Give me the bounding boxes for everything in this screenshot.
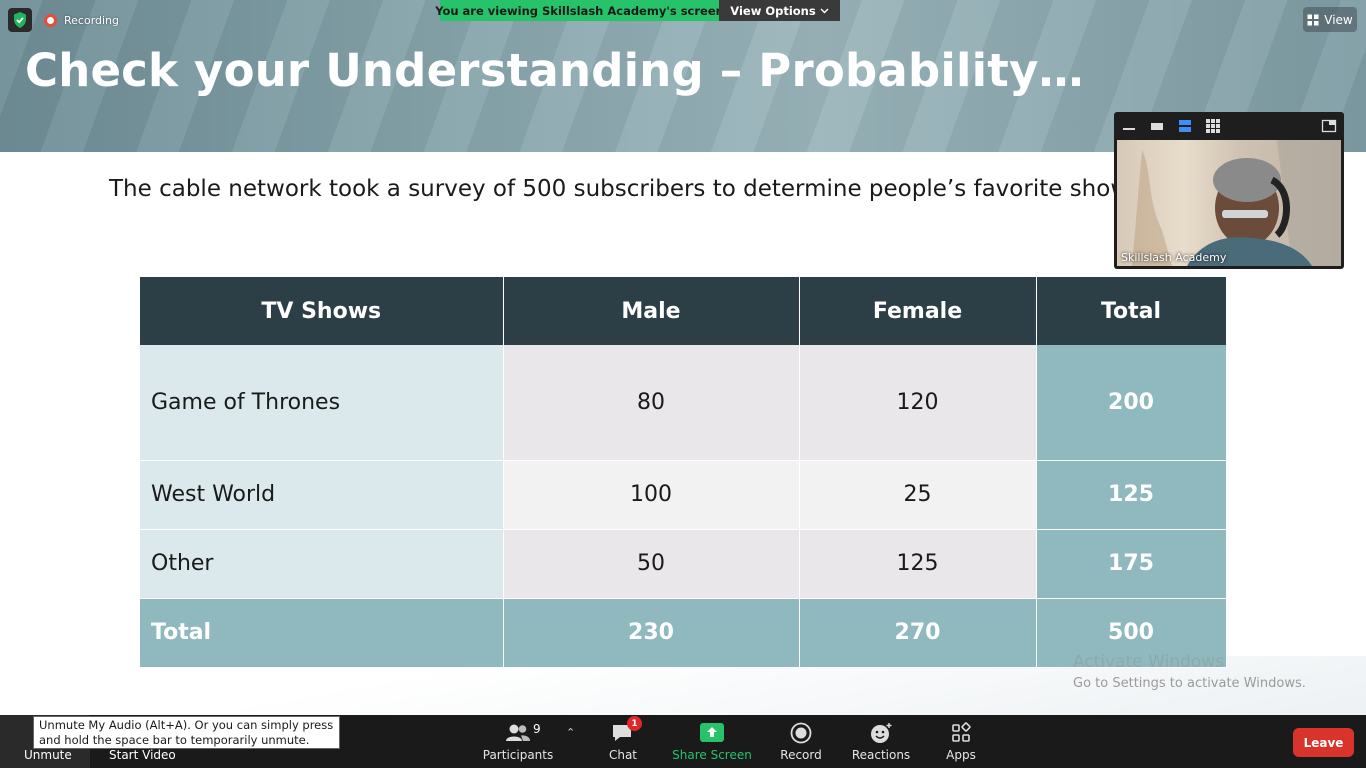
- table-row: Game of Thrones 80 120 200: [140, 345, 1227, 461]
- share-screen-button[interactable]: Share Screen: [672, 715, 752, 768]
- participants-label: Participants: [482, 748, 554, 762]
- chat-label: Chat: [608, 748, 638, 762]
- record-button[interactable]: Record: [778, 715, 824, 768]
- gallery-view-icon[interactable]: [1205, 118, 1221, 134]
- view-options-button[interactable]: View Options: [719, 0, 840, 21]
- survey-table: TV Shows Male Female Total Game of Thron…: [140, 277, 1227, 668]
- header-male: Male: [503, 277, 800, 345]
- slide-title: Check your Understanding – Probability…: [25, 44, 1084, 97]
- participants-button[interactable]: Participants: [482, 715, 554, 768]
- activate-windows-subtitle: Go to Settings to activate Windows.: [1073, 676, 1306, 691]
- share-screen-icon: [700, 723, 724, 742]
- row-male: 100: [503, 460, 800, 530]
- chat-icon: [613, 725, 631, 741]
- chat-unread-badge: 1: [627, 716, 642, 731]
- record-dot-icon: [44, 13, 57, 27]
- row-show: Game of Thrones: [140, 345, 504, 461]
- chat-button[interactable]: Chat: [602, 715, 644, 768]
- view-layout-button[interactable]: View: [1303, 7, 1357, 32]
- view-options-label: View Options: [730, 3, 816, 18]
- slide-question: The cable network took a survey of 500 s…: [109, 176, 1142, 202]
- slide-header-band: [0, 0, 1366, 152]
- table-total-row: Total 230 270 500: [140, 598, 1227, 668]
- activate-windows-title: Activate Windows: [1073, 652, 1224, 672]
- apps-icon: [952, 722, 971, 742]
- viewing-screen-banner: You are viewing Skillslash Academy's scr…: [435, 0, 724, 21]
- row-total: 200: [1036, 345, 1227, 461]
- grid-view-icon: [1307, 14, 1319, 25]
- total-row-male: 230: [503, 598, 800, 668]
- record-icon: [790, 722, 812, 744]
- apps-button[interactable]: Apps: [944, 715, 978, 768]
- video-toolbar: [1114, 112, 1344, 140]
- recording-label: Recording: [64, 13, 120, 27]
- hide-video-icon[interactable]: [1149, 118, 1165, 134]
- participant-silhouette: [1132, 140, 1341, 266]
- table-row: West World 100 25 125: [140, 460, 1227, 530]
- video-panel: Skillslash Academy: [1114, 112, 1344, 269]
- participants-icon: [506, 724, 530, 741]
- view-label: View: [1324, 12, 1353, 27]
- row-female: 120: [799, 345, 1037, 461]
- share-screen-label: Share Screen: [672, 748, 752, 762]
- table-header-row: TV Shows Male Female Total: [140, 277, 1227, 345]
- apps-label: Apps: [946, 748, 976, 762]
- reactions-button[interactable]: Reactions: [852, 715, 910, 768]
- minimize-video-icon[interactable]: [1121, 118, 1137, 134]
- participant-video-feed[interactable]: Skillslash Academy: [1117, 140, 1341, 266]
- unmute-label: Unmute: [24, 748, 72, 762]
- chevron-down-icon: [820, 8, 829, 13]
- reactions-smiley-icon: [871, 723, 892, 743]
- total-row-female: 270: [799, 598, 1037, 668]
- security-shield-icon[interactable]: [8, 8, 32, 32]
- header-total: Total: [1036, 277, 1227, 345]
- total-row-total: 500: [1036, 598, 1227, 668]
- header-tv-shows: TV Shows: [140, 277, 504, 345]
- table-row: Other 50 125 175: [140, 529, 1227, 599]
- speaker-view-icon[interactable]: [1177, 118, 1193, 134]
- leave-button[interactable]: Leave: [1293, 728, 1354, 757]
- caret-up-icon[interactable]: ⌃: [566, 726, 576, 739]
- row-show: Other: [140, 529, 504, 599]
- exit-fullscreen-icon[interactable]: [1321, 118, 1337, 134]
- header-female: Female: [799, 277, 1037, 345]
- row-female: 125: [799, 529, 1037, 599]
- unmute-tooltip: Unmute My Audio (Alt+A). Or you can simp…: [33, 716, 340, 749]
- recording-indicator[interactable]: Recording: [44, 11, 119, 29]
- row-show: West World: [140, 460, 504, 530]
- participant-name: Skillslash Academy: [1121, 251, 1227, 264]
- row-male: 50: [503, 529, 800, 599]
- start-video-button[interactable]: Start Video: [109, 748, 176, 762]
- record-label: Record: [780, 748, 822, 762]
- total-row-label: Total: [140, 598, 504, 668]
- reactions-label: Reactions: [851, 748, 911, 762]
- row-female: 25: [799, 460, 1037, 530]
- row-total: 125: [1036, 460, 1227, 530]
- row-total: 175: [1036, 529, 1227, 599]
- row-male: 80: [503, 345, 800, 461]
- participants-count: 9: [533, 722, 541, 736]
